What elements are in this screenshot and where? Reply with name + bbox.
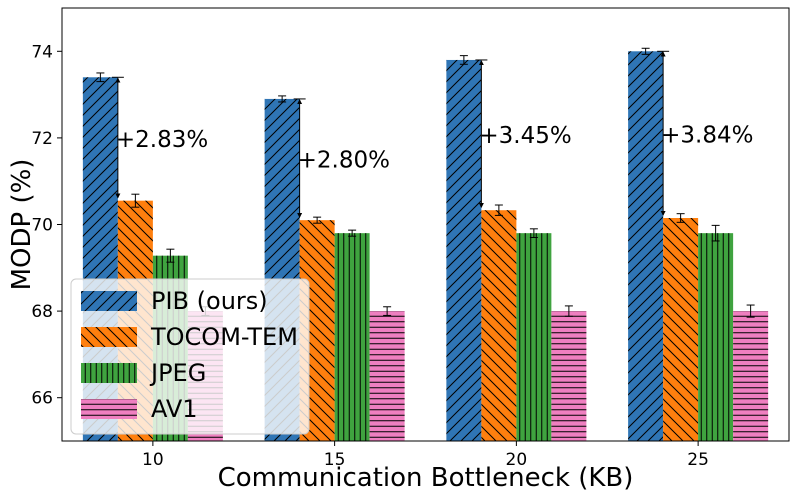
bar-hatch-pib-ours-25	[628, 51, 664, 442]
legend-label-av1: AV1	[151, 395, 198, 423]
x-axis-title: Communication Bottleneck (KB)	[218, 463, 634, 493]
annotation-label-20: +3.45%	[479, 123, 571, 149]
legend-swatch-hatch-jpeg	[81, 363, 137, 383]
error-bar-av1-25	[746, 304, 755, 318]
x-tick-label-25: 25	[687, 450, 709, 470]
y-tick-label-68: 68	[31, 302, 53, 322]
annotation-label-15: +2.80%	[298, 148, 390, 174]
y-tick-label-72: 72	[31, 129, 53, 149]
error-bar-tocom-tem-10	[131, 193, 140, 208]
error-bar-pib-ours-25	[641, 47, 650, 55]
bar-hatch-pib-ours-20	[446, 59, 482, 442]
annotation-label-25: +3.84%	[661, 123, 753, 149]
bar-hatch-av1-20	[551, 311, 587, 441]
error-bars	[96, 47, 755, 318]
error-bar-tocom-tem-20	[494, 204, 503, 216]
legend-label-tocom-tem: TOCOM-TEM	[150, 323, 298, 351]
axes: 66 68 70 72 74 10 15 20 25 Communication Bottlene…	[7, 7, 790, 493]
bar-hatch-jpeg-20	[516, 233, 552, 441]
error-bar-pib-ours-20	[459, 55, 468, 65]
legend-label-jpeg: JPEG	[149, 359, 206, 387]
error-bar-tocom-tem-15	[313, 216, 322, 224]
y-tick-label-74: 74	[31, 42, 53, 62]
legend-label-pib-ours: PIB (ours)	[151, 287, 268, 315]
x-tick-label-20: 20	[506, 450, 528, 470]
bar-hatch-jpeg-15	[334, 233, 370, 441]
legend: PIB (ours) TOCOM-TEM JPEG AV1	[70, 278, 310, 435]
legend-swatch-hatch-pib-ours	[81, 291, 137, 311]
legend-swatch-hatch-tocom-tem	[81, 327, 137, 347]
error-bar-av1-20	[564, 305, 573, 317]
y-axis-title: MODP (%)	[7, 159, 37, 291]
legend-box	[70, 278, 310, 435]
error-bar-jpeg-25	[711, 224, 720, 242]
y-tick-label-70: 70	[31, 216, 53, 236]
annotations: +2.83% +2.80% +3.45% +3.84%	[111, 50, 753, 219]
error-bar-pib-ours-10	[96, 72, 105, 83]
annotation-25: +3.84%	[657, 50, 753, 216]
annotation-15: +2.80%	[293, 98, 390, 219]
bar-hatch-jpeg-25	[698, 233, 734, 441]
bar-hatch-tocom-tem-20	[481, 210, 517, 441]
error-bar-tocom-tem-25	[676, 213, 685, 223]
annotation-label-10: +2.83%	[116, 127, 208, 153]
legend-swatch-hatch-av1	[81, 399, 137, 419]
error-bar-jpeg-20	[529, 228, 538, 238]
error-bar-av1-15	[383, 306, 392, 316]
x-tick-label-10: 10	[142, 450, 164, 470]
y-tick-label-66: 66	[31, 389, 53, 409]
bar-hatch-av1-15	[369, 311, 405, 441]
bar-hatch-tocom-tem-25	[663, 218, 699, 441]
annotation-10: +2.83%	[111, 76, 208, 199]
annotation-20: +3.45%	[475, 59, 572, 209]
x-tick-label-15: 15	[324, 450, 346, 470]
error-bar-pib-ours-15	[278, 95, 287, 103]
error-bar-jpeg-10	[166, 248, 175, 263]
error-bar-jpeg-15	[348, 229, 357, 237]
bar-hatch-av1-25	[733, 311, 769, 441]
